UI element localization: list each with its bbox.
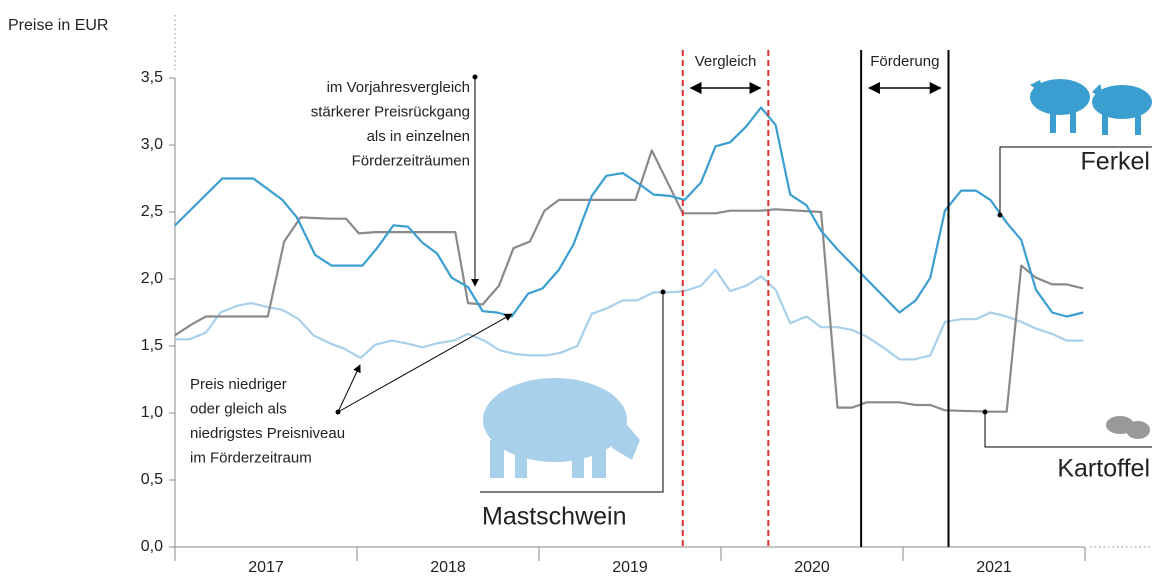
x-tick-label: 2019 <box>612 559 648 576</box>
leader-line <box>984 412 1152 448</box>
annotation-arrow <box>337 364 361 413</box>
series-label: Mastschwein <box>482 503 627 531</box>
pig-icon <box>483 378 640 478</box>
series-line <box>174 106 1084 318</box>
annotation-text: niedrigstes Preisniveau <box>190 425 345 442</box>
y-tick-label: 1,5 <box>141 337 163 354</box>
x-tick-label: 2017 <box>248 559 284 576</box>
x-tick-label: 2021 <box>976 559 1012 576</box>
series-line <box>175 268 1084 361</box>
y-tick-label: 0,0 <box>141 538 163 555</box>
leader-dot <box>660 289 666 295</box>
y-tick-label: 2,5 <box>141 203 163 220</box>
y-tick-label: 2,0 <box>141 270 163 287</box>
period-label: Vergleich <box>695 53 757 70</box>
annotation-text: im Förderzeitraum <box>190 449 312 466</box>
y-tick-label: 0,5 <box>141 471 163 488</box>
x-tick-label: 2018 <box>430 559 466 576</box>
annotation-text: Förderzeiträumen <box>352 152 470 169</box>
piglet-icon <box>1030 79 1152 135</box>
leader-line <box>999 146 1152 215</box>
potato-icon <box>1106 416 1150 439</box>
y-axis-label: Preise in EUR <box>8 17 108 34</box>
series-label: Kartoffel <box>1057 455 1150 483</box>
annotation-text: Preis niedriger <box>190 376 287 393</box>
leader-dot <box>997 212 1003 218</box>
annotation-text: im Vorjahresvergleich <box>327 79 470 96</box>
y-tick-label: 3,0 <box>141 136 163 153</box>
x-tick-label: 2020 <box>794 559 830 576</box>
y-tick-label: 3,5 <box>141 69 163 86</box>
series-label: Ferkel <box>1081 148 1150 176</box>
series-line <box>174 149 1084 413</box>
annotation-text: als in einzelnen <box>367 128 470 145</box>
annotation-text: stärkerer Preisrückgang <box>311 103 470 120</box>
leader-dot <box>982 409 988 415</box>
annotation-text: oder gleich als <box>190 400 287 417</box>
period-label: Förderung <box>870 53 939 70</box>
leader-line <box>480 292 664 493</box>
y-tick-label: 1,0 <box>141 404 163 421</box>
annotation-arrow <box>337 313 513 413</box>
